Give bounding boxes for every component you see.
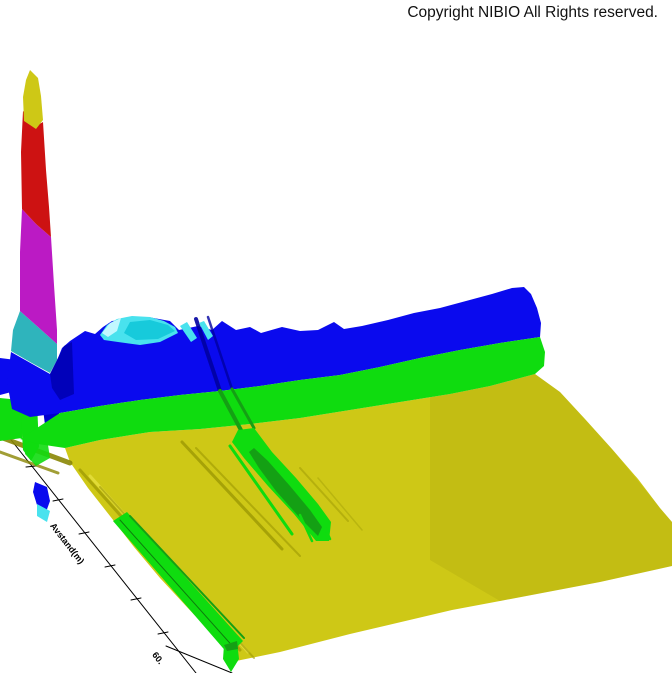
green-groove-2 xyxy=(230,387,256,430)
north-axis-tick xyxy=(25,465,37,468)
spike-magenta-band xyxy=(20,209,57,344)
cyan-bump-highlight xyxy=(102,318,121,337)
cyan-bump-core xyxy=(124,320,175,340)
green-left-tip xyxy=(25,440,50,466)
north-axis-tick xyxy=(104,564,116,568)
green-streak-core xyxy=(249,448,322,536)
blue-spike-shadow xyxy=(50,342,74,400)
copyright-text: Copyright NIBIO All Rights reserved. xyxy=(407,4,658,21)
north-axis-line xyxy=(7,435,197,674)
streak-olive-shadow-4 xyxy=(317,477,363,531)
north-axis-tick xyxy=(78,531,90,535)
north-axis-tick xyxy=(52,498,64,502)
front-green-stripe xyxy=(113,512,243,655)
spike-cyan-band xyxy=(11,311,57,373)
streak-olive-shadow-3 xyxy=(299,467,349,522)
cyan-streak-2 xyxy=(199,321,213,340)
streak-olive-shadow-2 xyxy=(195,447,301,557)
green-band xyxy=(20,337,545,448)
blue-groove-2 xyxy=(206,315,234,391)
north-axis-tick xyxy=(157,631,169,635)
bottom-green-tip-dark xyxy=(224,641,238,651)
green-streak-thin xyxy=(228,444,294,536)
green-streak-tip-1 xyxy=(298,513,314,543)
front-green-stripe-deep xyxy=(119,519,237,651)
blue-groove-1 xyxy=(194,317,222,393)
east-axis-line xyxy=(165,645,233,674)
spike-red-band xyxy=(21,111,51,237)
under-edge-cyan-patch xyxy=(37,504,50,522)
spike-yellow-tip xyxy=(23,70,43,129)
green-streak-tip-2 xyxy=(316,510,332,541)
streak-olive-shadow-1 xyxy=(180,440,284,551)
yellow-shade-right xyxy=(430,374,672,601)
left-olive-diag2 xyxy=(0,450,60,475)
front-green-stripe-dark xyxy=(129,515,245,639)
yellow-plain xyxy=(65,374,672,661)
north-axis-tick xyxy=(130,597,142,601)
cyan-streak-1 xyxy=(180,322,197,342)
green-groove-1 xyxy=(218,389,244,434)
